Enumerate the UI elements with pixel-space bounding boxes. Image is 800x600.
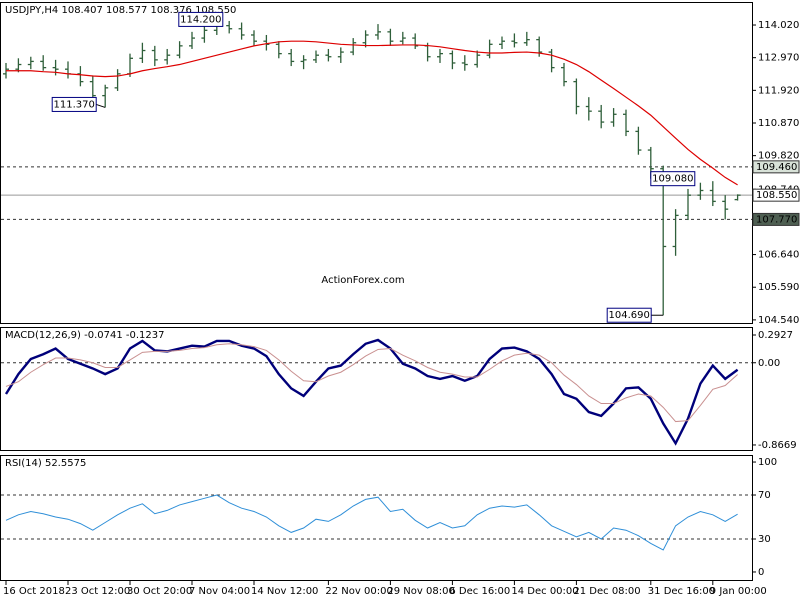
- y-tick-label: 111.920: [758, 85, 799, 96]
- x-tick-label: 21 Dec 08:00: [573, 586, 640, 597]
- x-tick-label: 22 Nov 00:00: [325, 586, 392, 597]
- panel-frame: [0, 455, 753, 581]
- annotation-label: 111.370: [54, 99, 95, 110]
- x-tick-label: 23 Oct 12:00: [65, 586, 130, 597]
- annotation-label: 109.080: [652, 174, 693, 185]
- y-tick-label: 112.970: [758, 53, 799, 64]
- indicator-line: [5, 494, 738, 551]
- y-tick-label: 0: [758, 567, 764, 578]
- annotation-box: [606, 307, 652, 323]
- y-tick-label: 106.640: [758, 250, 799, 261]
- y-tick-label: 100: [758, 457, 777, 468]
- y-tick-label: 0.2927: [758, 330, 793, 341]
- y-tick-label: 70: [758, 490, 771, 501]
- x-tick-label: 30 Oct 20:00: [127, 586, 192, 597]
- x-tick-label: 14 Dec 00:00: [511, 586, 578, 597]
- indicator-line: [5, 343, 738, 423]
- x-tick-label: 16 Oct 2018: [3, 586, 65, 597]
- y-tick-label: 109.820: [758, 151, 799, 162]
- level-label-box: [752, 188, 800, 202]
- x-tick-label: 6 Dec 16:00: [449, 586, 510, 597]
- y-tick-label: -0.8669: [758, 440, 797, 451]
- x-tick-label: 14 Nov 12:00: [251, 586, 318, 597]
- level-label-box: [752, 160, 800, 174]
- level-label: 109.460: [756, 162, 797, 173]
- x-tick-label: 31 Dec 16:00: [648, 586, 715, 597]
- annotation-leader: [96, 103, 106, 108]
- y-tick-label: 104.540: [758, 315, 799, 326]
- y-tick-label: 114.020: [758, 20, 799, 31]
- watermark: ActionForex.com: [321, 275, 404, 286]
- level-label: 107.770: [756, 214, 797, 225]
- x-tick-label: 9 Jan 00:00: [710, 586, 767, 597]
- x-tick-label: 29 Nov 08:00: [387, 586, 454, 597]
- x-tick-label: 7 Nov 04:00: [189, 586, 250, 597]
- panel-title: RSI(14) 52.5575: [5, 458, 86, 469]
- moving-average: [6, 40, 738, 186]
- panel-frame: [0, 327, 753, 451]
- panel-title: MACD(12,26,9) -0.0741 -0.1237: [5, 330, 165, 341]
- y-tick-label: 110.870: [758, 118, 799, 129]
- panel-title: USDJPY,H4 108.407 108.577 108.376 108.55…: [5, 5, 236, 16]
- annotation-label: 114.200: [180, 14, 221, 25]
- annotation-label: 104.690: [609, 310, 650, 321]
- y-tick-label: 0.00: [758, 358, 780, 369]
- annotation-box: [51, 96, 97, 112]
- annotation-box: [178, 11, 224, 27]
- level-label: 108.550: [756, 190, 797, 201]
- level-label-box: [752, 212, 800, 226]
- annotation-box: [650, 171, 696, 187]
- y-tick-label: 30: [758, 534, 771, 545]
- indicator-line: [4, 338, 739, 446]
- y-tick-label: 105.590: [758, 282, 799, 293]
